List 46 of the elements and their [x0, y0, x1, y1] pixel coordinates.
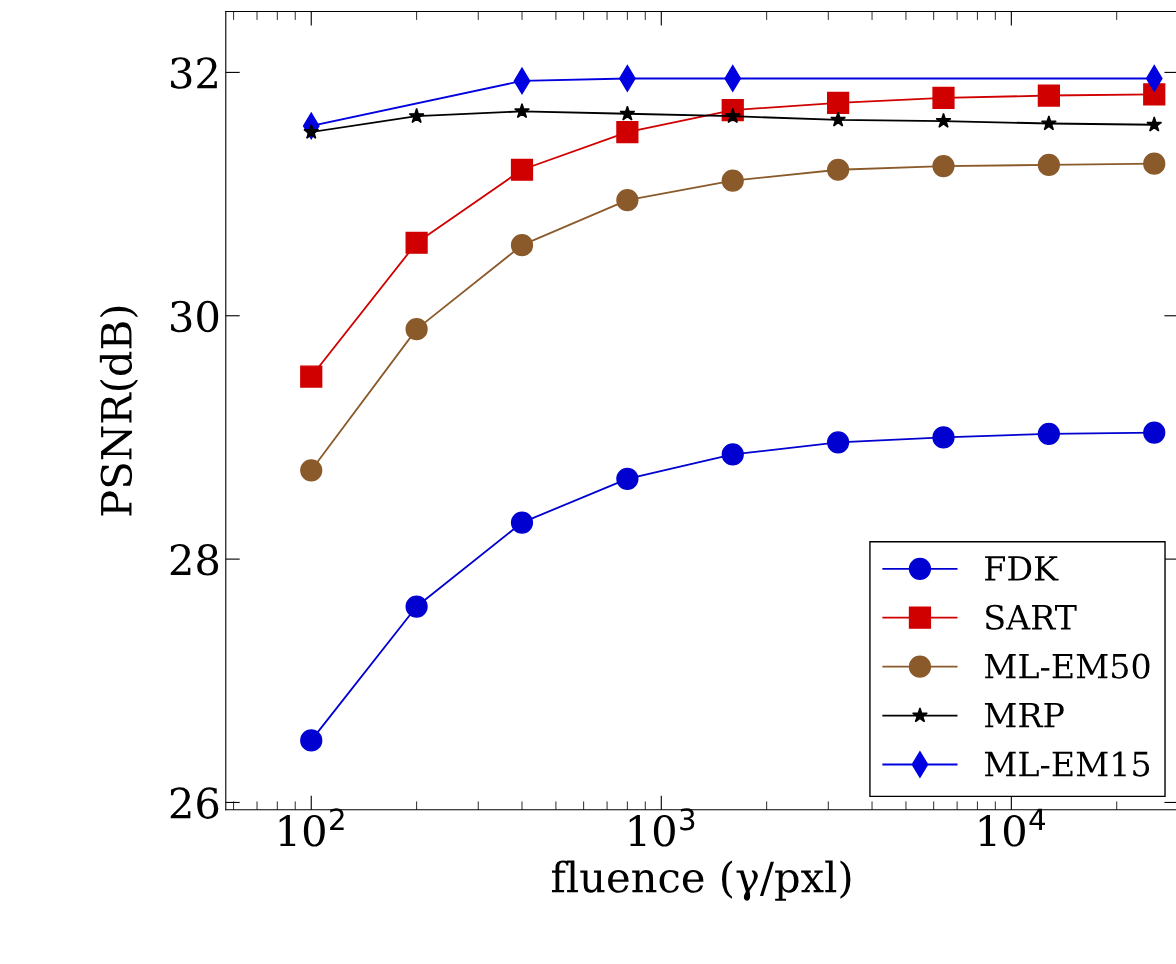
point: [1146, 116, 1163, 132]
point: [405, 231, 428, 254]
point: [721, 443, 744, 466]
point: [300, 459, 323, 482]
legend-label: ML-EM15: [984, 751, 1150, 777]
point: [830, 111, 847, 127]
point: [721, 169, 744, 192]
point: [827, 91, 850, 114]
point: [827, 431, 850, 454]
point: [827, 158, 850, 181]
point: [405, 318, 428, 341]
point: [932, 154, 955, 178]
legend-label: FDK: [985, 556, 1059, 581]
point: [616, 467, 639, 490]
point: [616, 120, 639, 144]
point: [300, 365, 323, 388]
y-tick-label: 26: [170, 787, 219, 819]
point: [1037, 153, 1060, 176]
x-tick-label: 10$^{4}$: [979, 808, 1046, 847]
y-tick-label: 30: [171, 300, 219, 333]
point: [510, 158, 534, 181]
y-tick-label: 32: [171, 57, 217, 89]
point: [935, 112, 952, 128]
point: [932, 86, 955, 110]
point: [932, 426, 955, 449]
point: [510, 511, 534, 534]
x-tick-label: 10$^{2}$: [279, 808, 344, 847]
point: [1143, 152, 1166, 175]
legend-label: SART: [986, 604, 1077, 630]
point: [1037, 84, 1060, 107]
point: [616, 189, 639, 212]
point: [619, 105, 636, 121]
point: [1037, 422, 1060, 445]
point: [1040, 115, 1057, 131]
point: [514, 103, 530, 119]
y-axis-title: PSNR(dB): [99, 306, 138, 516]
legend-label: MRP: [984, 702, 1064, 728]
x-tick-label: 10$^{3}$: [629, 808, 695, 847]
point: [300, 729, 323, 752]
point: [405, 595, 428, 618]
point: [408, 107, 425, 124]
x-axis-title: fluence (γ/pxl): [551, 860, 851, 901]
point: [510, 234, 534, 257]
legend-label: ML-EM50: [984, 653, 1150, 679]
y-tick-label: 28: [170, 544, 219, 576]
point: [1143, 421, 1166, 444]
